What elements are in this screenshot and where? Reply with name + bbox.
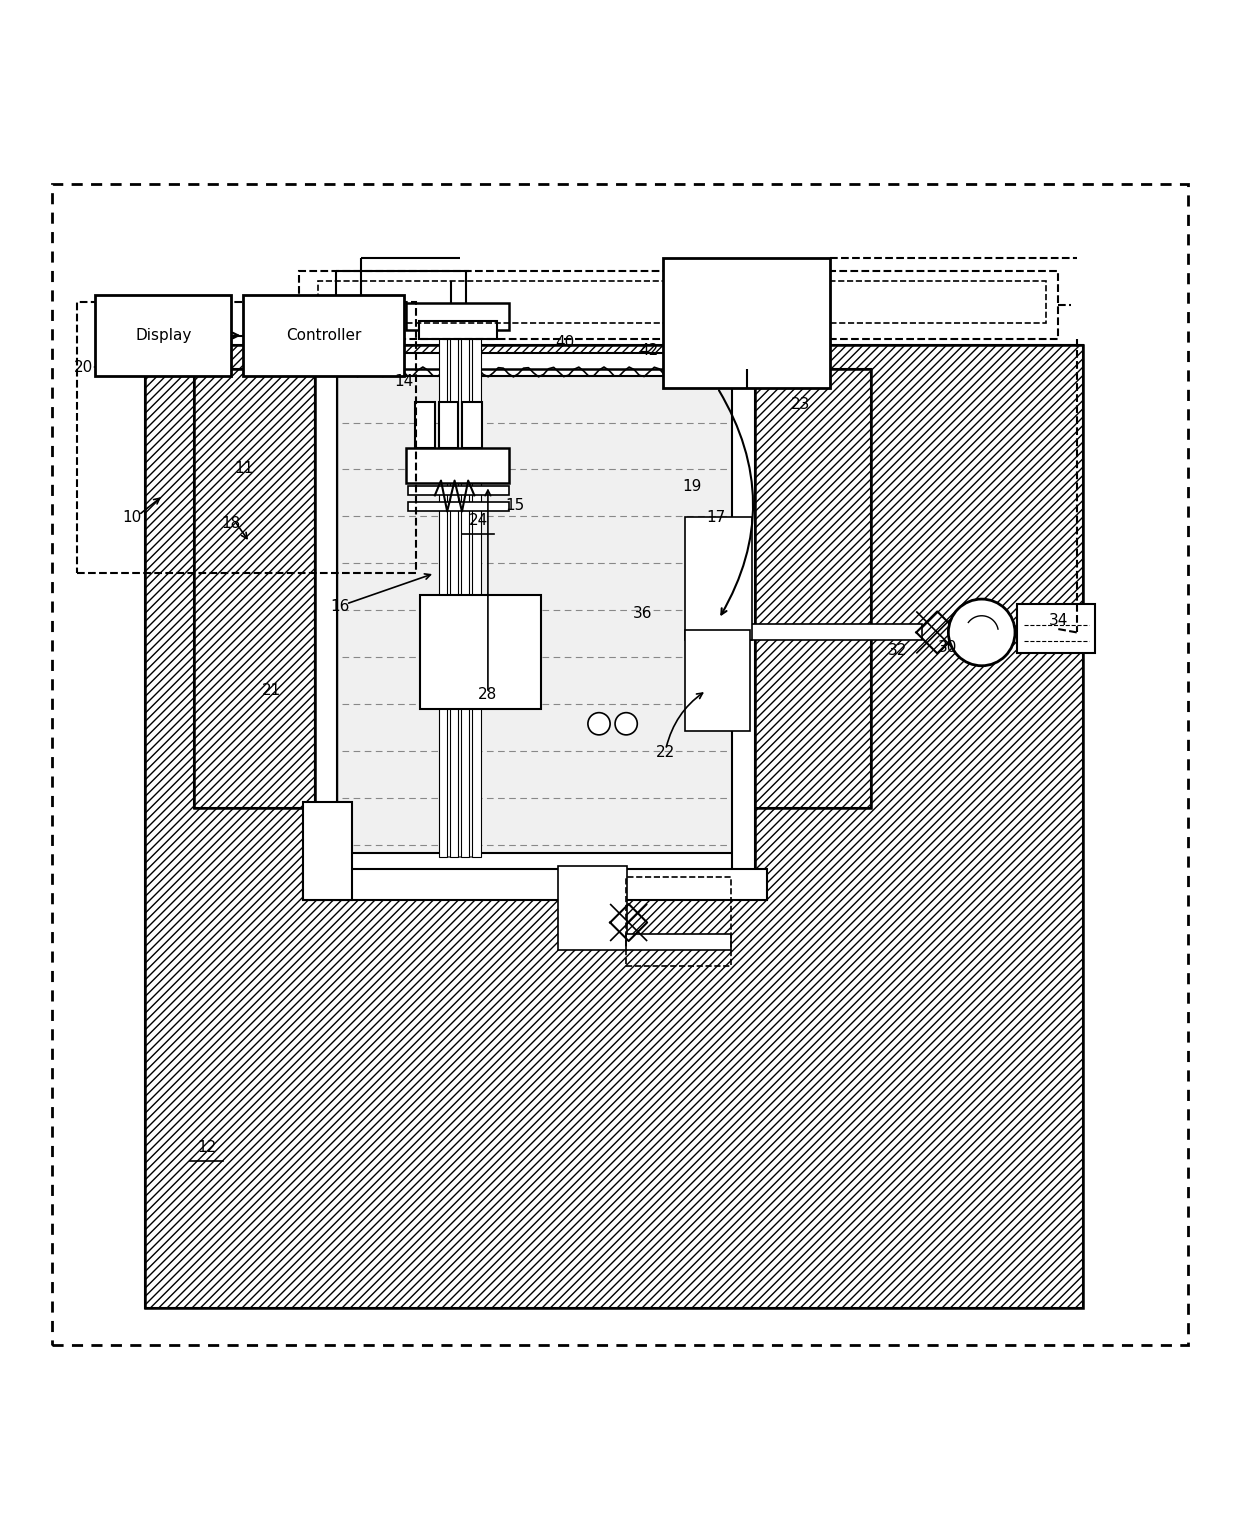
Bar (750, 370, 870, 807)
Bar (299, 271, 1058, 338)
Text: 40: 40 (554, 335, 574, 350)
Text: 20: 20 (73, 359, 93, 375)
Bar (663, 258, 830, 388)
Bar (407, 448, 508, 483)
Text: 19: 19 (682, 479, 702, 494)
Bar (95, 295, 231, 376)
Bar (415, 402, 435, 448)
Bar (444, 323, 475, 858)
Bar (420, 595, 541, 709)
Bar (315, 853, 755, 876)
Bar (439, 402, 459, 448)
Text: 23: 23 (791, 396, 810, 411)
Bar (461, 323, 470, 858)
Text: 32: 32 (888, 644, 908, 659)
Bar (195, 370, 315, 807)
Bar (450, 323, 459, 858)
Text: 42: 42 (639, 344, 658, 358)
Bar (303, 801, 352, 901)
Bar (337, 372, 735, 853)
Circle shape (949, 599, 1016, 665)
Bar (145, 344, 1083, 1307)
Bar (407, 303, 508, 330)
Text: 15: 15 (506, 498, 525, 512)
Text: 28: 28 (479, 687, 497, 702)
Text: 11: 11 (234, 460, 253, 476)
Bar (439, 323, 448, 858)
Text: 10: 10 (123, 511, 143, 524)
Bar (145, 344, 1083, 1307)
Bar (686, 517, 753, 641)
Text: 16: 16 (330, 599, 350, 615)
Bar (686, 630, 750, 731)
Bar (303, 870, 766, 901)
Bar (750, 370, 870, 807)
Text: 22: 22 (656, 745, 676, 760)
Bar (195, 370, 315, 807)
Text: 24: 24 (469, 512, 487, 528)
Text: 17: 17 (707, 511, 725, 524)
Bar (626, 934, 732, 950)
Bar (243, 295, 404, 376)
Text: 18: 18 (222, 517, 241, 531)
Text: 34: 34 (1049, 613, 1068, 627)
Text: 14: 14 (394, 375, 414, 390)
Bar (315, 353, 755, 376)
Text: 21: 21 (263, 683, 281, 697)
Bar (419, 321, 496, 338)
Bar (463, 402, 482, 448)
Text: 30: 30 (937, 639, 957, 654)
Bar (77, 301, 417, 573)
Bar (750, 624, 923, 641)
Circle shape (588, 713, 610, 735)
Bar (626, 876, 732, 966)
Text: 12: 12 (197, 1139, 216, 1154)
Bar (1018, 604, 1095, 653)
Bar (317, 281, 1045, 323)
Bar (315, 370, 337, 876)
Bar (472, 323, 481, 858)
Bar (408, 502, 508, 511)
Circle shape (615, 713, 637, 735)
Bar (408, 486, 508, 495)
Text: Display: Display (135, 329, 191, 342)
Bar (558, 865, 627, 950)
Text: 36: 36 (632, 607, 652, 621)
Bar (733, 370, 755, 876)
Text: Controller: Controller (286, 329, 361, 342)
